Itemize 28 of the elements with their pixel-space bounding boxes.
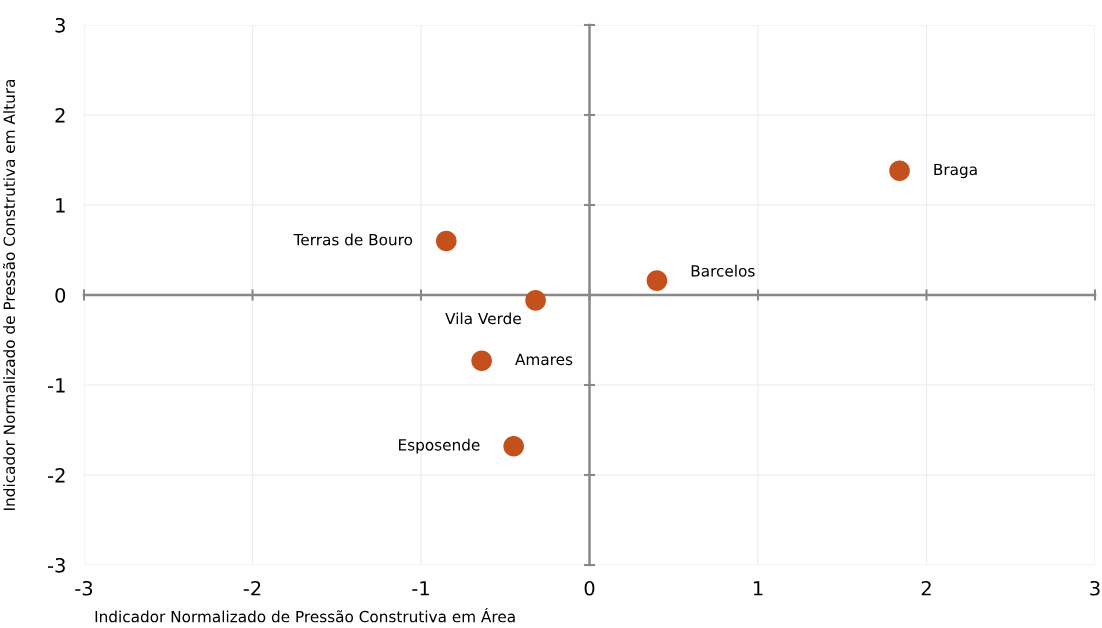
- x-tick-label: 2: [921, 580, 931, 596]
- annotation: Amares: [515, 353, 573, 366]
- annotation: Braga: [934, 163, 977, 179]
- point: [503, 435, 524, 457]
- x-tick-label: 0: [584, 580, 595, 596]
- y-tick-label: 0: [55, 287, 66, 303]
- y-tick-label: -3: [48, 557, 65, 573]
- annotation: Terras de Bouro: [293, 233, 413, 246]
- point: [471, 350, 492, 371]
- y-tick-label: 3: [55, 17, 65, 33]
- x-axis-title: Indicador Normalizado de Pressão Construtiva em Área: [95, 608, 515, 623]
- y-tick-label: -1: [48, 378, 65, 393]
- x-tick-label: 3: [1090, 580, 1100, 596]
- y-tick-label: 1: [56, 198, 65, 213]
- point: [646, 270, 668, 291]
- point: [435, 230, 457, 252]
- annotation: Vila Verde: [445, 312, 521, 325]
- point: [889, 160, 910, 182]
- y-tick-label: 2: [55, 107, 65, 123]
- annotation: Esposende: [399, 438, 480, 454]
- y-tick-label: -2: [48, 467, 65, 483]
- annotation: Barcelos: [691, 264, 755, 277]
- point: [525, 290, 546, 311]
- x-tick-label: 1: [753, 581, 763, 596]
- x-tick-label: -1: [412, 581, 429, 596]
- y-axis-title: Indicador Normalizado de Pressão Construtiva em Altura: [2, 79, 16, 510]
- x-tick-label: -2: [243, 580, 261, 596]
- x-tick-label: -3: [75, 580, 93, 596]
